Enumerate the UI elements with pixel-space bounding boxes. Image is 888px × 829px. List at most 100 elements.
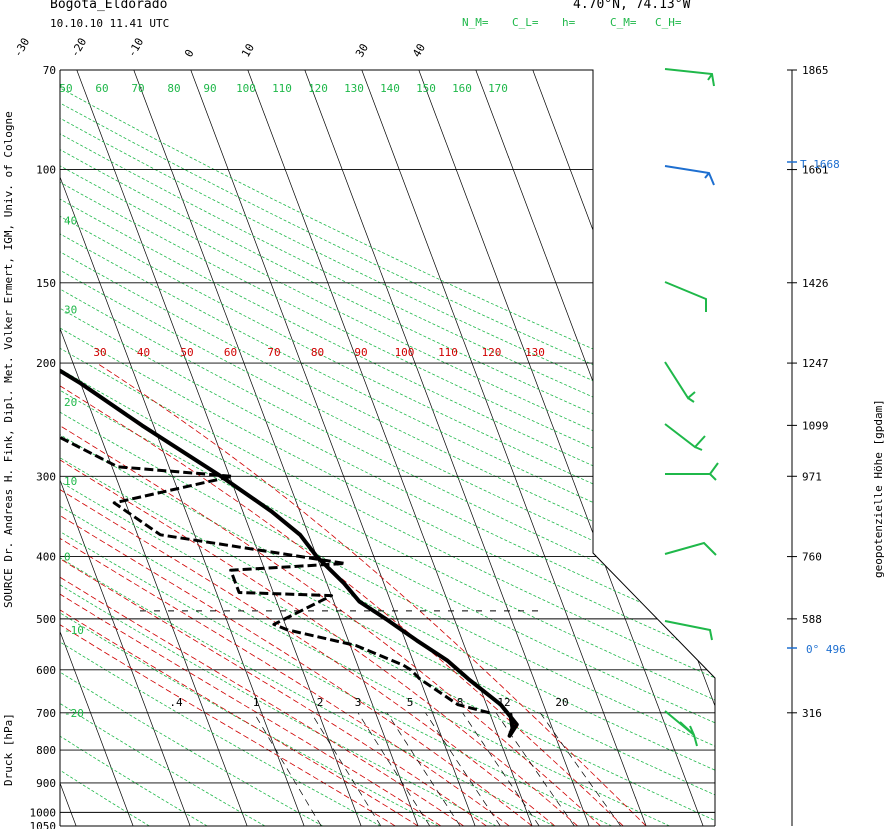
moist-adiabat-line bbox=[60, 362, 533, 826]
dry-adiabat-line bbox=[60, 70, 715, 826]
dry-adiabat-label: 40 bbox=[64, 214, 77, 227]
dry-adiabat-line bbox=[60, 70, 715, 826]
dry-adiabat-line bbox=[60, 70, 715, 826]
wind-barb bbox=[665, 462, 719, 481]
moist-adiabat-line bbox=[60, 362, 442, 826]
dry-adiabat-line bbox=[60, 70, 555, 826]
isotherm-line bbox=[190, 70, 476, 826]
height-axis-label: geopotenzielle Höhe [gpdam] bbox=[872, 399, 885, 578]
mixing-ratio-line bbox=[386, 712, 461, 826]
tropopause-label: T 1668 bbox=[800, 158, 840, 171]
isotherm-line bbox=[304, 70, 590, 826]
index-h: h= bbox=[562, 16, 576, 29]
freezing-level-label: 0° 496 bbox=[806, 643, 846, 656]
isotherm-label: 10 bbox=[239, 42, 257, 60]
moist-adiabat-label: 60 bbox=[224, 346, 237, 359]
dry-adiabat-line bbox=[60, 70, 715, 826]
isotherm-line bbox=[60, 70, 191, 826]
moist-adiabat-line bbox=[60, 362, 578, 826]
wind-barb bbox=[664, 361, 696, 403]
moist-adiabat-line bbox=[96, 362, 647, 826]
observation-time: 10.10.10 11.41 UTC bbox=[50, 17, 169, 30]
dry-adiabat-label: 10 bbox=[64, 475, 77, 488]
mixing-ratio-line bbox=[462, 712, 540, 826]
temperature-profile bbox=[60, 70, 519, 738]
source-credit: SOURCE Dr. Andreas H. Fink, Dipl. Met. V… bbox=[2, 111, 15, 608]
mixing-ratio-line bbox=[310, 712, 382, 826]
moist-adiabat-label: 40 bbox=[137, 346, 150, 359]
dry-adiabat-line bbox=[60, 70, 715, 826]
dry-adiabat-label: 50 bbox=[59, 82, 72, 95]
dry-adiabat-label: 150 bbox=[416, 82, 436, 95]
mixing-ratio-label: 8 bbox=[457, 696, 464, 709]
wind-barb bbox=[664, 710, 698, 747]
mixing-ratio-label: 3 bbox=[355, 696, 362, 709]
height-tick-label: 588 bbox=[802, 613, 822, 626]
pressure-tick-label: 500 bbox=[36, 613, 56, 626]
isotherm-line bbox=[60, 70, 134, 826]
dry-adiabat-line bbox=[60, 70, 715, 826]
dry-adiabat-label: 100 bbox=[236, 82, 256, 95]
wind-barb bbox=[664, 541, 717, 556]
wind-barb bbox=[664, 281, 707, 312]
dry-adiabat-label: -10 bbox=[64, 624, 84, 637]
pressure-tick-label: 900 bbox=[36, 777, 56, 790]
mixing-ratio-line bbox=[425, 712, 501, 826]
dry-adiabat-line bbox=[60, 70, 715, 826]
dry-adiabat-line bbox=[60, 70, 715, 826]
moist-adiabat-label: 30 bbox=[93, 346, 106, 359]
moist-adiabat-line bbox=[60, 362, 396, 826]
height-tick-label: 971 bbox=[802, 470, 822, 483]
mixing-ratio-label: 1 bbox=[253, 696, 260, 709]
dry-adiabat-label: 130 bbox=[344, 82, 364, 95]
pressure-tick-label: 100 bbox=[36, 164, 56, 177]
moist-adiabat-line bbox=[60, 362, 419, 826]
dry-adiabat-label: 90 bbox=[203, 82, 216, 95]
pressure-tick-label: 1050 bbox=[30, 820, 57, 829]
isotherm-line bbox=[76, 70, 362, 826]
dewpoint-profile bbox=[60, 434, 490, 715]
dry-adiabat-line bbox=[60, 70, 612, 826]
index-cl: C_L= bbox=[512, 16, 539, 29]
dry-adiabat-line bbox=[60, 70, 715, 826]
isotherm-line bbox=[418, 70, 704, 826]
y-axis-label: Druck [hPa] bbox=[2, 713, 15, 786]
pressure-tick-label: 300 bbox=[36, 470, 56, 483]
station-name: Bogota_Eldorado bbox=[50, 0, 167, 12]
isotherm-line bbox=[60, 70, 248, 826]
height-tick-label: 316 bbox=[802, 707, 822, 720]
isotherm-label: 30 bbox=[353, 42, 371, 60]
dry-adiabat-line bbox=[60, 70, 715, 826]
index-ch: C_H= bbox=[655, 16, 682, 29]
index-cm: C_M= bbox=[610, 16, 637, 29]
mixing-ratio-line bbox=[357, 712, 431, 826]
height-tick-label: 1865 bbox=[802, 64, 829, 77]
dry-adiabat-line bbox=[60, 70, 670, 826]
dry-adiabat-label: -20 bbox=[64, 707, 84, 720]
dry-adiabat-label: 0 bbox=[64, 551, 71, 564]
index-nm: N_M= bbox=[462, 16, 489, 29]
dry-adiabat-label: 140 bbox=[380, 82, 400, 95]
moist-adiabat-line bbox=[60, 362, 601, 826]
height-tick-label: 1247 bbox=[802, 357, 829, 370]
diagram-frame bbox=[60, 69, 716, 826]
pressure-tick-label: 70 bbox=[43, 64, 56, 77]
station-location: 4.70°N, 74.13°W bbox=[573, 0, 691, 12]
pressure-tick-label: 200 bbox=[36, 357, 56, 370]
moist-adiabat-label: 50 bbox=[180, 346, 193, 359]
dry-adiabat-label: 70 bbox=[131, 82, 144, 95]
moist-adiabat-label: 110 bbox=[438, 346, 458, 359]
height-tick-label: 760 bbox=[802, 551, 822, 564]
moist-adiabat-label: 80 bbox=[311, 346, 324, 359]
isotherm-line bbox=[361, 70, 647, 826]
dry-adiabat-label: 20 bbox=[64, 396, 77, 409]
dry-adiabat-label: 60 bbox=[95, 82, 108, 95]
pressure-tick-label: 400 bbox=[36, 551, 56, 564]
moist-adiabat-line bbox=[60, 362, 556, 826]
mixing-ratio-label: .4 bbox=[169, 696, 183, 709]
wind-barb bbox=[664, 68, 715, 87]
pressure-tick-label: 1000 bbox=[30, 806, 57, 819]
moist-adiabat-label: 90 bbox=[354, 346, 367, 359]
dry-adiabat-label: 170 bbox=[488, 82, 508, 95]
